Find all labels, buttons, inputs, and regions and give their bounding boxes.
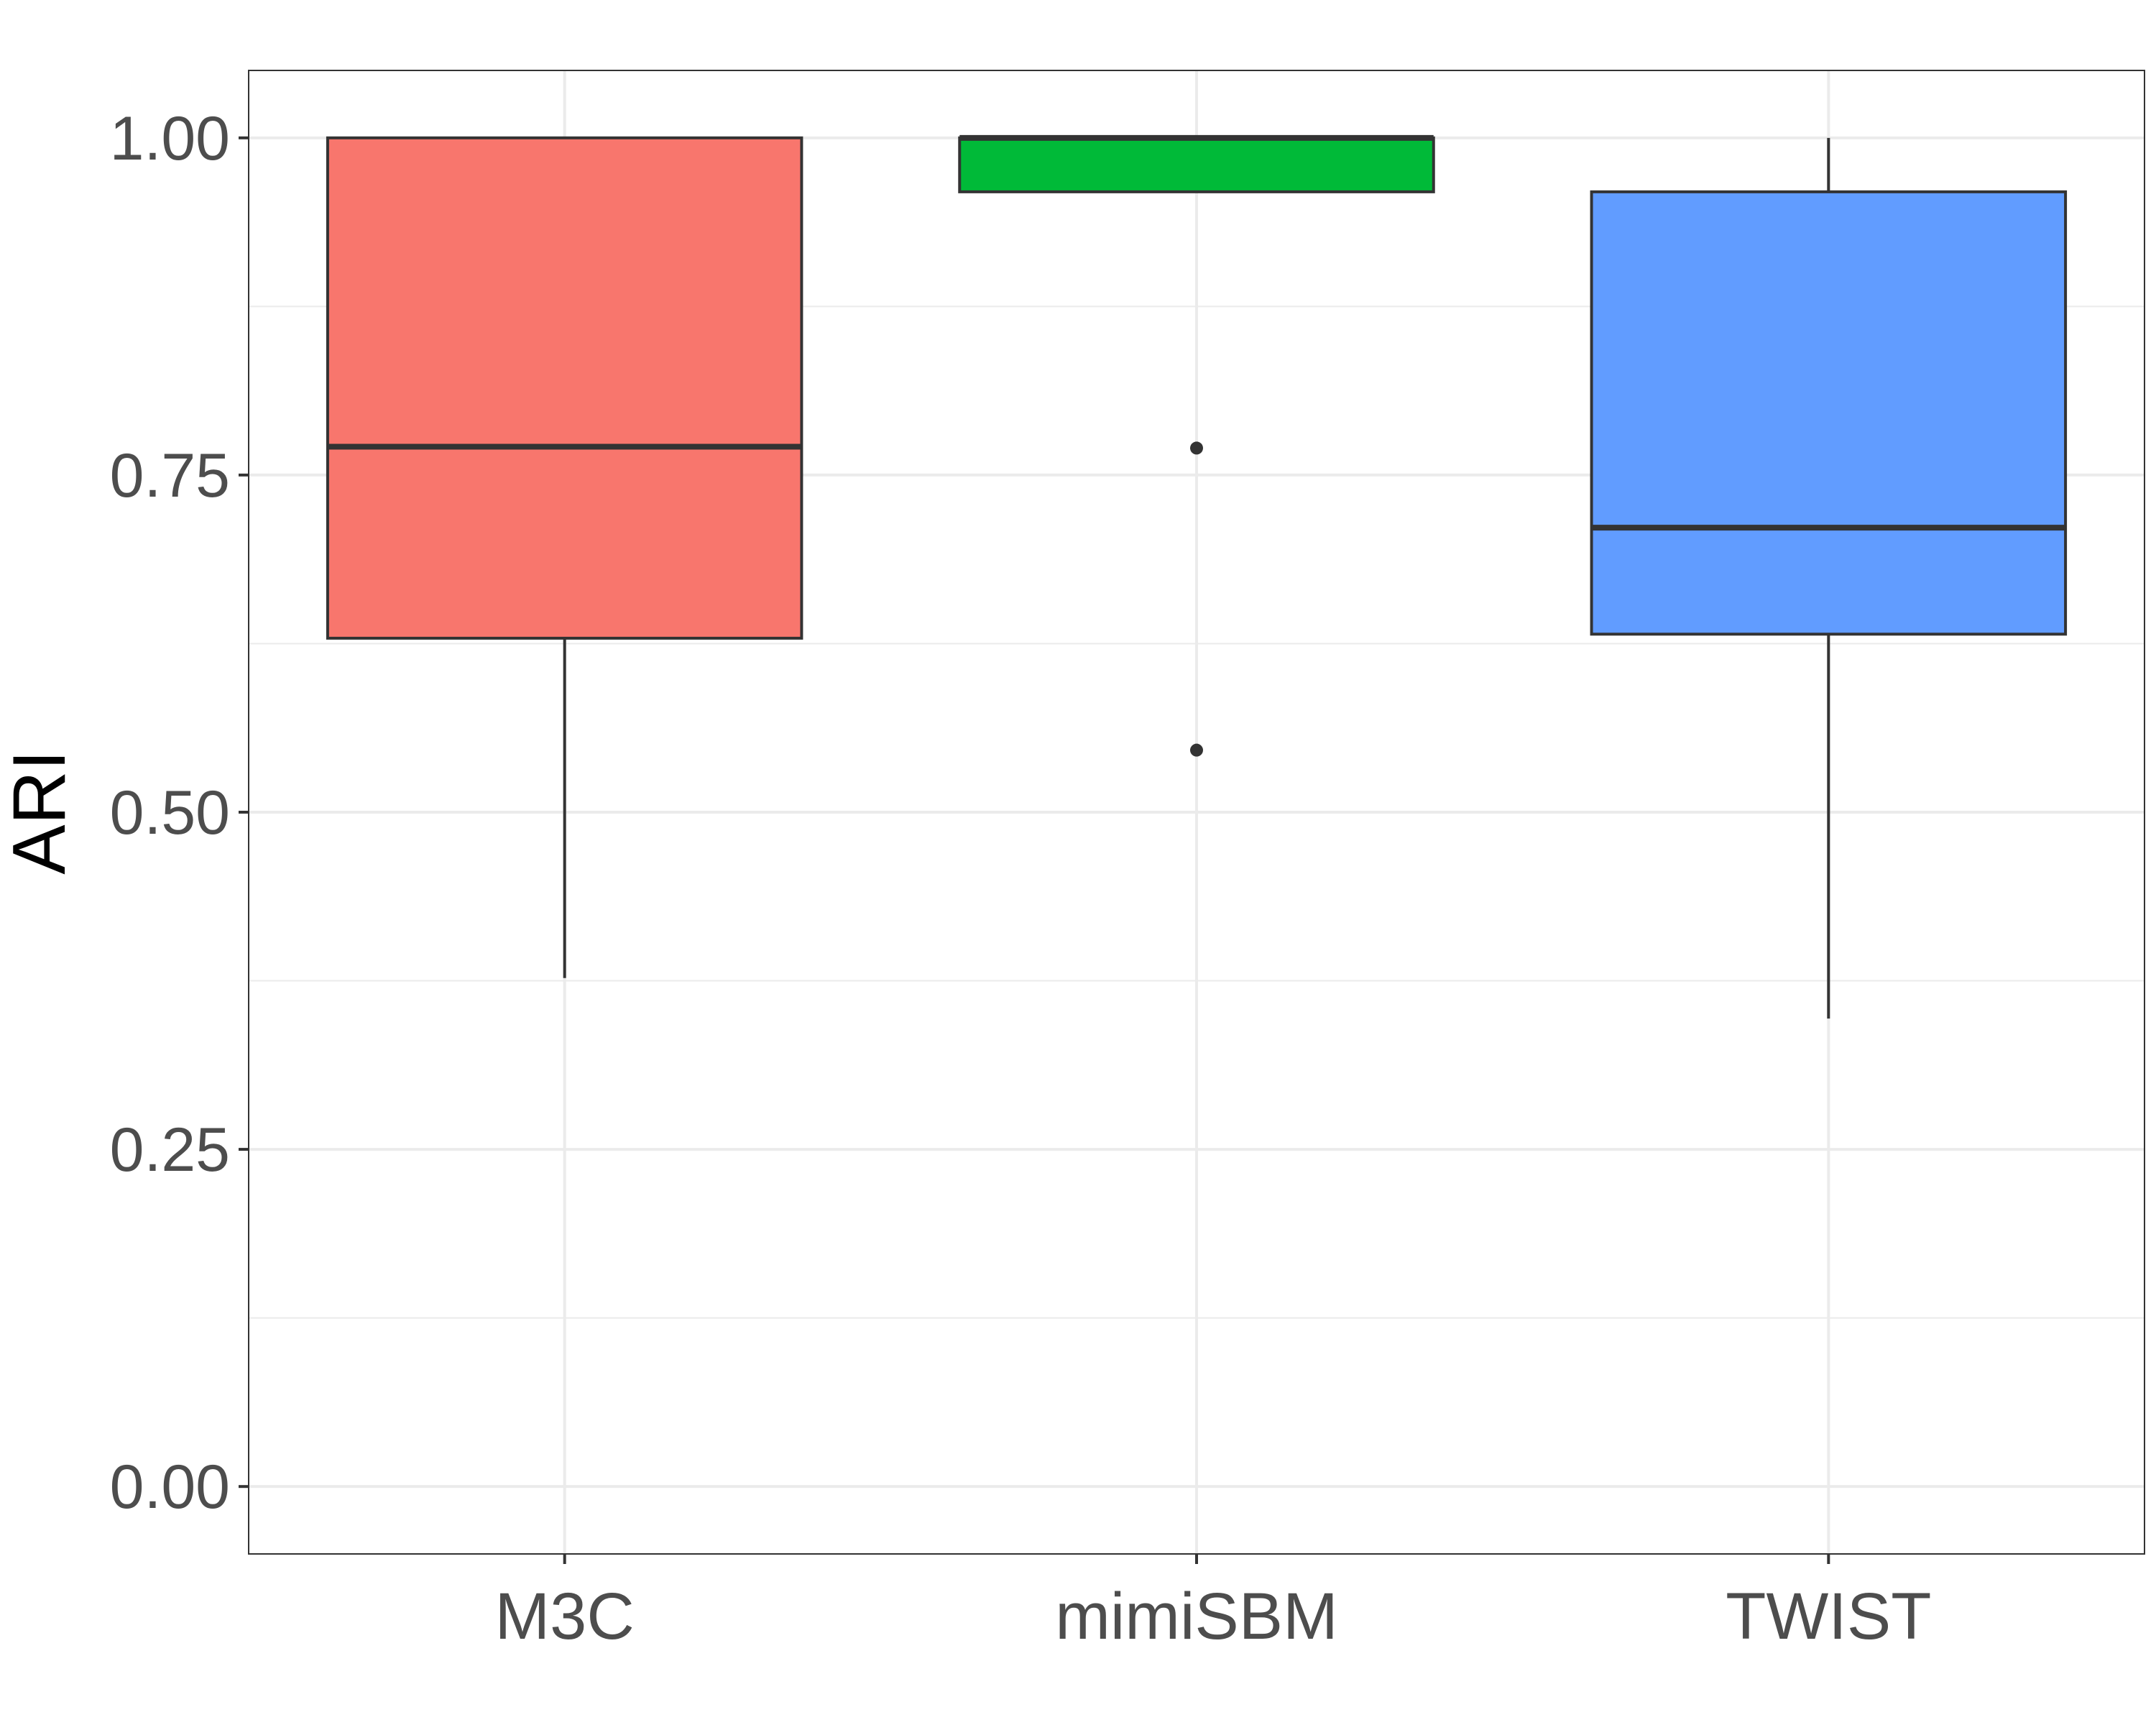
y-tick-label: 0.00 [110, 1453, 230, 1522]
box-m3c [326, 136, 803, 978]
boxes [326, 134, 2068, 1019]
axes: 0.00 0.25 0.50 0.75 1.00 M3C mimiSBM TWIST [110, 104, 1932, 1653]
x-tick-label: TWIST [1726, 1580, 1931, 1653]
y-tick-label: 0.50 [110, 778, 230, 847]
box-body [1590, 190, 2068, 636]
box-body [958, 136, 1435, 193]
y-tick-label: 0.25 [110, 1116, 230, 1184]
outlier-point [1190, 441, 1203, 455]
y-tick-label: 1.00 [110, 104, 230, 173]
y-tick-label: 0.75 [110, 441, 230, 510]
y-axis-title: ARI [0, 750, 81, 874]
box-mimisbm [958, 134, 1435, 757]
outlier-point [1190, 743, 1203, 757]
box-body [326, 136, 803, 640]
box-twist [1590, 137, 2068, 1019]
x-tick-label: mimiSBM [1055, 1580, 1338, 1653]
x-tick-label: M3C [495, 1580, 635, 1653]
